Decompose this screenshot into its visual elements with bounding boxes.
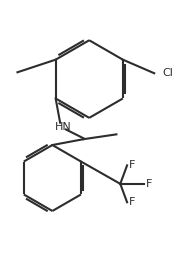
Text: Cl: Cl (162, 68, 173, 78)
Text: F: F (129, 160, 135, 170)
Text: HN: HN (55, 121, 72, 132)
Text: F: F (129, 197, 135, 207)
Text: F: F (146, 179, 152, 189)
